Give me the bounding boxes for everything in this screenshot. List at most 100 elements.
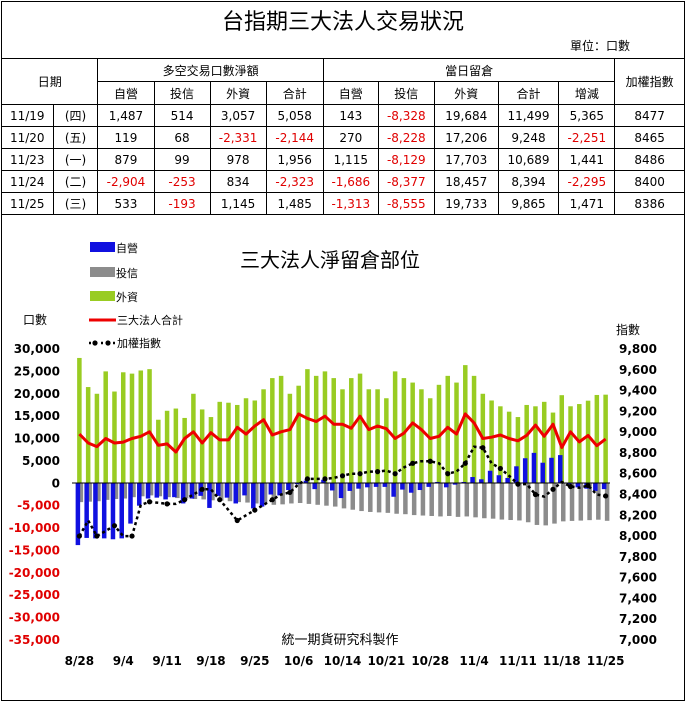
bar-foreign — [313, 375, 319, 484]
bar-trust — [525, 483, 531, 523]
bar-foreign — [112, 391, 117, 484]
bar-trust — [324, 483, 329, 506]
subheader-foreign: 外資 — [209, 81, 267, 105]
left-tick-label: 25,000 — [14, 364, 60, 378]
bar-foreign — [401, 378, 407, 484]
subheader-trust: 投信 — [153, 81, 211, 105]
subheader-oi-trust: 投信 — [377, 81, 435, 105]
bar-dealer — [128, 483, 133, 524]
left-tick-label: -30,000 — [9, 611, 60, 625]
bar-dealer — [443, 483, 449, 488]
left-tick-label: 30,000 — [14, 342, 60, 356]
bar-trust — [157, 483, 163, 497]
left-tick-label: 10,000 — [14, 432, 60, 446]
bar-foreign — [138, 370, 144, 484]
open-interest-header: 當日留倉 — [322, 58, 616, 82]
bar-dealer — [391, 483, 396, 497]
bar-trust — [446, 483, 452, 516]
index-point — [146, 499, 153, 505]
cell-date: 11/25 — [1, 192, 54, 215]
bar-foreign — [103, 371, 108, 484]
bar-dealer — [356, 483, 361, 489]
subheader-oi-change: 增減 — [558, 81, 616, 105]
cell-value: 1,115 — [322, 148, 379, 171]
cell-value: 8,394 — [497, 170, 560, 193]
x-tick-label: 10/21 — [367, 654, 405, 668]
cell-weekday: (三) — [52, 192, 99, 215]
cell-value: -8,555 — [377, 192, 435, 215]
index-point — [129, 533, 135, 539]
bar-trust — [464, 483, 470, 517]
bar-dealer — [470, 477, 475, 484]
cell-index: 8400 — [614, 170, 685, 193]
bar-foreign — [270, 378, 275, 484]
legend-swatch-dealer — [90, 242, 115, 252]
legend-label-foreign: 外資 — [116, 291, 138, 304]
cell-index: 8486 — [614, 148, 685, 171]
bar-trust — [473, 483, 478, 518]
net-trade-header: 多空交易口數淨額 — [97, 58, 324, 82]
summary-table: 日期 多空交易口數淨額 當日留倉 加權指數 自營 投信 外資 合計 自營 投信 … — [0, 58, 685, 215]
left-tick-label: 0 — [52, 476, 60, 490]
bar-trust — [236, 483, 242, 503]
right-axis: 9,800 9,600 9,400 9,200 9,000 8,800 8,600 8,400… — [619, 342, 657, 647]
index-point — [199, 486, 205, 492]
bar-foreign — [577, 404, 582, 484]
bar-trust — [175, 483, 180, 499]
cell-value: 10,689 — [497, 148, 560, 171]
bar-foreign — [506, 411, 512, 484]
cell-value: 5,365 — [558, 104, 616, 127]
bar-dealer — [549, 457, 554, 484]
bar-trust — [403, 483, 408, 515]
left-tick-label: 5,000 — [22, 454, 60, 468]
bar-foreign — [147, 369, 152, 484]
bar-trust — [508, 483, 513, 521]
series-trust — [78, 483, 610, 526]
bar-dealer — [514, 466, 519, 484]
bar-trust — [131, 483, 136, 498]
bar-dealer — [365, 483, 370, 488]
cell-weekday: (五) — [52, 126, 99, 149]
bar-dealer — [558, 455, 563, 484]
index-point — [234, 517, 240, 524]
legend-label-total: 三大法人合計 — [117, 313, 183, 327]
left-tick-label: -20,000 — [9, 566, 60, 580]
bar-dealer — [189, 483, 195, 499]
cell-value: -2,144 — [265, 126, 324, 149]
right-tick-label: 8,200 — [619, 508, 657, 522]
table-header-row: 日期 多空交易口數淨額 當日留倉 加權指數 — [0, 58, 685, 105]
bar-dealer — [303, 480, 309, 484]
left-tick-label: -5,000 — [17, 499, 60, 513]
bar-trust — [429, 483, 434, 516]
cell-weekday: (一) — [52, 148, 99, 171]
bar-trust — [482, 483, 487, 519]
cell-index: 8477 — [614, 104, 685, 127]
cell-index: 8386 — [614, 192, 685, 215]
cell-value: -2,295 — [558, 170, 616, 193]
bar-foreign — [410, 382, 415, 484]
bar-dealer — [312, 483, 317, 490]
cell-value: 143 — [322, 104, 379, 127]
index-point — [603, 493, 609, 499]
bar-trust — [438, 483, 443, 517]
right-tick-label: 7,000 — [619, 633, 657, 647]
bar-trust — [534, 483, 540, 525]
table-body: 11/19 (四) 1,487 514 3,057 5,058 143 -8,328 19,68… — [1, 104, 685, 215]
bar-trust — [254, 483, 259, 504]
subheader-oi-total: 合計 — [497, 81, 560, 105]
bar-dealer — [566, 483, 572, 485]
x-tick-label: 8/28 — [65, 654, 94, 668]
cell-value: 68 — [153, 126, 211, 149]
bar-foreign — [498, 406, 503, 484]
bar-dealer — [251, 483, 256, 509]
page-title: 台指期三大法人交易狀況 — [221, 10, 464, 35]
bar-foreign — [419, 389, 424, 484]
bar-dealer — [242, 483, 247, 496]
legend-label-trust: 投信 — [116, 266, 138, 280]
subheader-oi-dealer: 自營 — [322, 81, 379, 105]
bar-dealer — [110, 483, 116, 540]
bar-trust — [569, 483, 575, 521]
bar-foreign — [164, 410, 170, 484]
cell-value: -1,313 — [322, 192, 379, 215]
bar-foreign — [427, 398, 433, 484]
